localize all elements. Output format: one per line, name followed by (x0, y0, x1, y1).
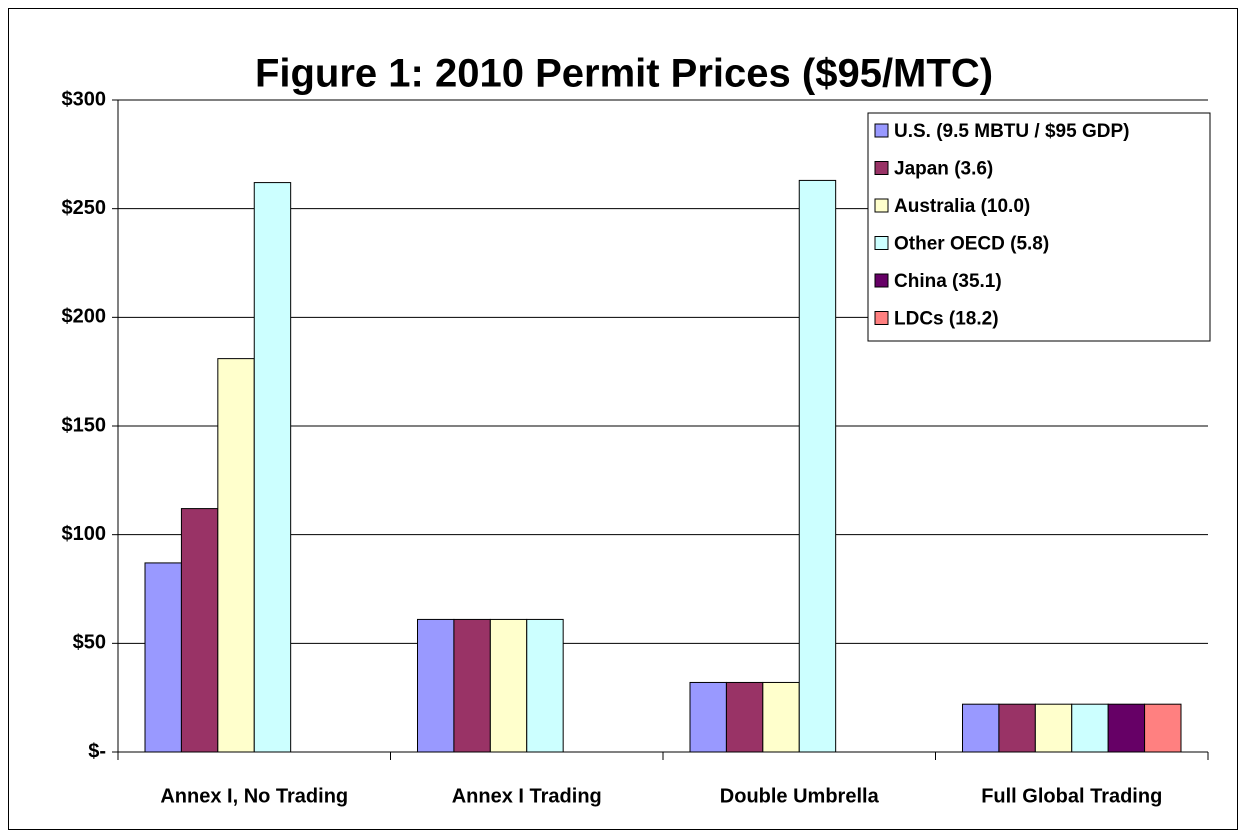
legend-swatch (874, 311, 889, 325)
bar (1071, 703, 1109, 753)
legend-swatch (874, 123, 889, 138)
bar (144, 562, 182, 753)
bar (725, 681, 764, 753)
legend-swatch (874, 161, 889, 175)
x-tick-label: Full Global Trading (981, 785, 1162, 807)
y-tick-label: $200 (62, 306, 107, 328)
bar (1144, 703, 1182, 753)
legend-label: China (35.1) (894, 271, 1002, 292)
legend-swatch (874, 273, 889, 288)
bar (1034, 703, 1073, 753)
bar (253, 182, 292, 753)
bar (453, 618, 491, 753)
legend-swatch (874, 236, 889, 250)
bar (417, 618, 455, 753)
bar (998, 703, 1036, 753)
bar (217, 358, 255, 753)
legend-box (867, 112, 1211, 342)
legend-label: Other OECD (5.8) (894, 234, 1049, 255)
bar (526, 618, 564, 753)
y-tick-label: $- (88, 740, 106, 762)
legend-label: LDCs (18.2) (894, 309, 999, 330)
x-tick-label: Annex I, No Trading (160, 785, 348, 807)
bar (962, 703, 1000, 753)
y-tick-label: $100 (62, 523, 107, 545)
bar (1107, 703, 1146, 753)
y-tick-label: $300 (62, 88, 107, 110)
legend-label: Japan (3.6) (894, 159, 993, 180)
bar (798, 179, 837, 753)
legend-swatch (874, 198, 889, 213)
legend-label: U.S. (9.5 MBTU / $95 GDP) (894, 121, 1129, 142)
x-tick-label: Annex I Trading (452, 785, 602, 807)
chart-title: Figure 1: 2010 Permit Prices ($95/MTC) (255, 52, 993, 96)
bar (489, 618, 528, 753)
y-tick-label: $150 (62, 414, 107, 436)
x-tick-label: Double Umbrella (720, 785, 880, 807)
legend-label: Australia (10.0) (894, 196, 1030, 217)
bar (689, 681, 727, 753)
y-tick-label: $250 (62, 197, 107, 219)
bar (180, 508, 219, 753)
y-tick-label: $50 (73, 632, 106, 654)
bar (762, 681, 800, 753)
